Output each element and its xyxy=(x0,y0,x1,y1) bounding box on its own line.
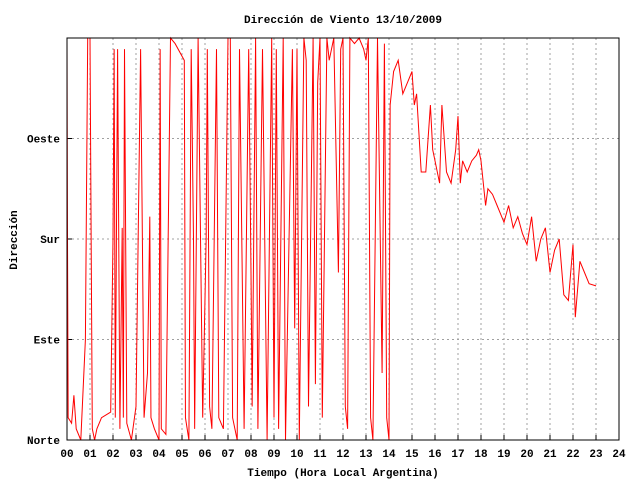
y-axis-label: Dirección xyxy=(9,210,21,269)
x-tick-label: 15 xyxy=(405,449,419,461)
x-axis-label: Tiempo (Hora Local Argentina) xyxy=(247,468,438,480)
x-tick-label: 14 xyxy=(382,449,396,461)
x-tick-label: 00 xyxy=(60,449,73,461)
x-tick-label: 23 xyxy=(589,449,603,461)
x-tick-label: 05 xyxy=(175,449,189,461)
x-tick-label: 01 xyxy=(83,449,97,461)
x-tick-label: 08 xyxy=(244,449,258,461)
x-tick-label: 02 xyxy=(106,449,119,461)
y-tick-label: Sur xyxy=(40,235,60,247)
data-line xyxy=(66,36,597,441)
x-tick-label: 20 xyxy=(520,449,533,461)
x-tick-label: 16 xyxy=(428,449,441,461)
x-tick-label: 11 xyxy=(313,449,327,461)
x-tick-label: 12 xyxy=(336,449,349,461)
x-tick-label: 09 xyxy=(267,449,280,461)
x-tick-label: 10 xyxy=(290,449,303,461)
x-tick-label: 18 xyxy=(474,449,488,461)
x-tick-label: 03 xyxy=(129,449,143,461)
y-tick-label: Este xyxy=(34,336,61,348)
x-tick-label: 22 xyxy=(566,449,579,461)
x-tick-label: 07 xyxy=(221,449,234,461)
x-tick-label: 04 xyxy=(152,449,166,461)
x-tick-label: 17 xyxy=(451,449,464,461)
y-tick-label: Oeste xyxy=(27,135,60,147)
y-tick-label: Norte xyxy=(27,436,60,448)
x-tick-label: 06 xyxy=(198,449,211,461)
chart-title: Dirección de Viento 13/10/2009 xyxy=(244,15,442,27)
plot-border xyxy=(66,37,620,441)
x-tick-label: 24 xyxy=(612,449,626,461)
x-tick-label: 21 xyxy=(543,449,557,461)
x-tick-label: 19 xyxy=(497,449,510,461)
x-tick-label: 13 xyxy=(359,449,373,461)
